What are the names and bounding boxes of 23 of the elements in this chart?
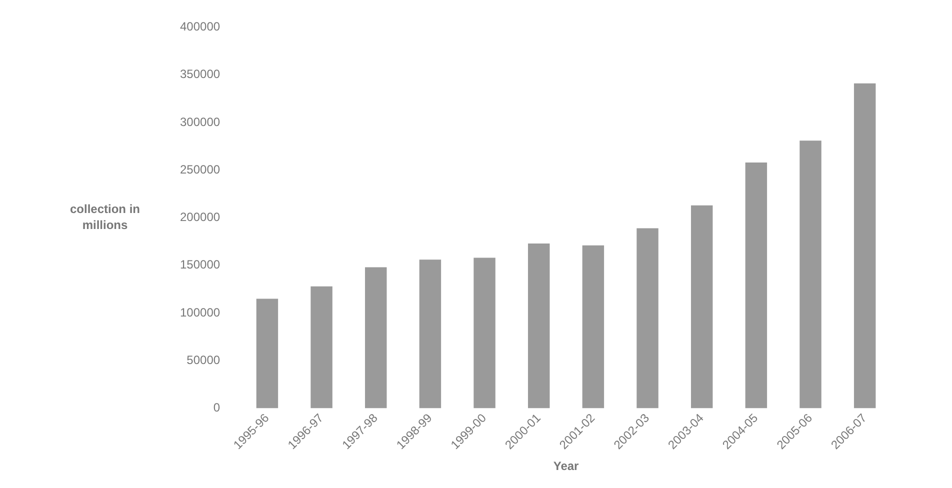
bar [690,205,713,408]
bar [474,258,496,408]
y-tick-label: 150000 [180,258,220,272]
y-axis-title: collection in millions [70,202,140,232]
bar [365,267,387,408]
bar [256,298,278,408]
y-tick-label: 300000 [180,114,220,129]
y-tick-label: 0 [213,400,220,415]
y-tick-label: 50000 [186,352,220,367]
bar [310,286,332,408]
bar [745,162,768,408]
bar [854,83,876,408]
y-tick-label: 350000 [180,67,220,82]
x-axis-title: Year [553,459,580,474]
bar [800,140,822,408]
y-tick-label: 200000 [180,210,220,224]
y-tick-label: 250000 [180,162,220,176]
bar [419,260,442,408]
bar [528,243,550,408]
bar [582,245,604,408]
bar [636,228,658,408]
y-tick-label: 400000 [180,20,220,34]
y-tick-label: 100000 [180,305,220,320]
